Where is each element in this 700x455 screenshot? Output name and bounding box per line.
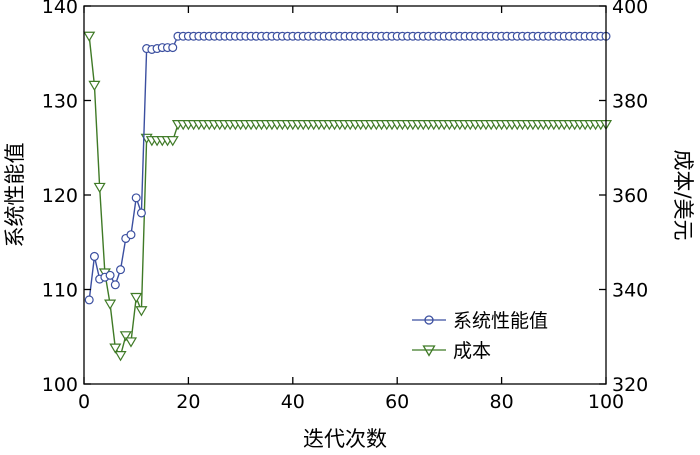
- series-layer: [83, 31, 613, 362]
- series-line-cost: [88, 36, 606, 358]
- y-left-tick-label: 140: [42, 0, 78, 18]
- point-cost: [93, 182, 106, 194]
- y-left-tick-label: 100: [42, 374, 78, 396]
- point-performance: [131, 193, 141, 203]
- y-right-tick-label: 360: [612, 185, 648, 207]
- point-cost: [104, 299, 117, 310]
- y-left-tick-label: 130: [42, 91, 78, 113]
- x-tick-label: 100: [588, 391, 624, 413]
- legend-label-performance: 系统性能值: [453, 310, 548, 332]
- legend-marker-cost: [422, 345, 436, 357]
- point-cost: [135, 306, 148, 317]
- x-tick-label: 60: [385, 391, 409, 413]
- point-performance: [110, 280, 120, 290]
- point-cost: [109, 343, 122, 354]
- legend: 系统性能值 成本: [412, 310, 548, 362]
- axis-ticks: 0 20 40 60 80 100 100 110 120 130 140 320 340 360 380 4…: [42, 0, 649, 413]
- legend-marker-performance: [424, 315, 434, 325]
- series-line-performance: [88, 35, 606, 300]
- y-left-tick-label: 120: [42, 185, 78, 207]
- point-performance: [136, 208, 146, 218]
- point-performance: [168, 43, 178, 53]
- y-left-tick-label: 110: [42, 280, 78, 302]
- y-right-tick-label: 380: [612, 91, 648, 113]
- point-performance: [105, 270, 115, 280]
- point-performance: [84, 295, 94, 305]
- point-cost: [124, 337, 138, 348]
- y-right-tick-label: 340: [612, 280, 648, 302]
- point-performance: [89, 251, 99, 261]
- x-tick-label: 40: [281, 391, 305, 413]
- y-right-tick-label: 320: [612, 374, 648, 396]
- x-axis-label: 迭代次数: [303, 427, 387, 451]
- x-tick-label: 80: [490, 391, 514, 413]
- point-cost: [119, 331, 132, 342]
- point-cost: [88, 80, 101, 92]
- point-cost: [114, 351, 127, 362]
- point-performance: [116, 265, 126, 275]
- point-cost: [130, 292, 143, 304]
- y-axis-right-label: 成本/美元: [671, 149, 695, 240]
- x-tick-label: 20: [176, 391, 200, 413]
- point-performance: [126, 230, 136, 240]
- point-cost: [166, 136, 179, 147]
- y-right-tick-label: 400: [612, 0, 648, 18]
- x-tick-label: 0: [78, 391, 90, 413]
- point-cost: [83, 31, 96, 42]
- y-axis-left-label: 系统性能值: [3, 143, 27, 248]
- legend-label-cost: 成本: [453, 340, 491, 362]
